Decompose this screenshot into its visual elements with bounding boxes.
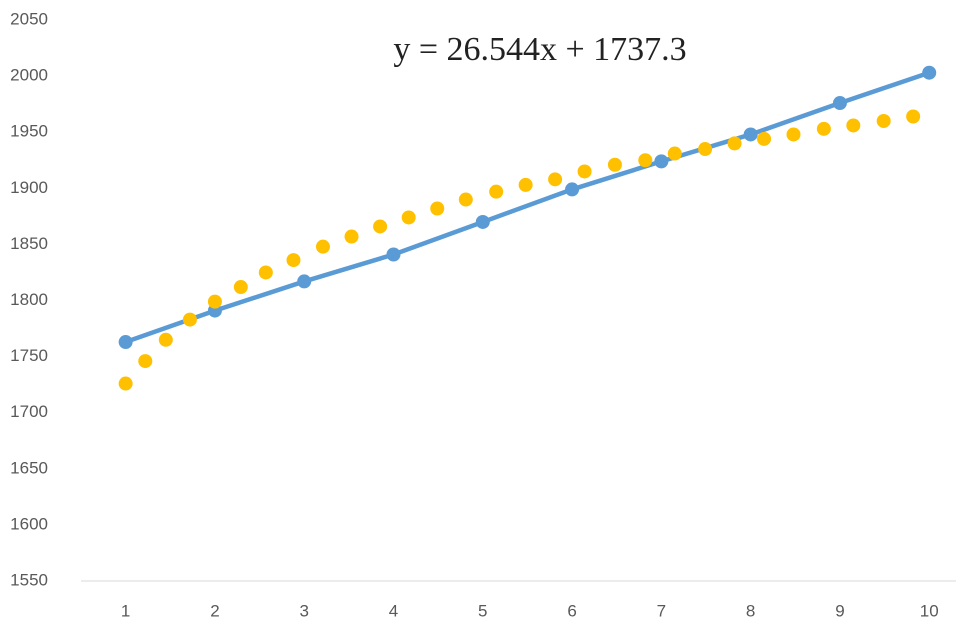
data-point <box>297 274 312 289</box>
data-point <box>876 113 891 128</box>
y-tick-label: 1950 <box>10 122 48 141</box>
data-point <box>475 214 490 229</box>
data-point <box>138 354 153 369</box>
x-tick-label: 2 <box>210 601 219 620</box>
y-tick-label: 2050 <box>10 9 48 28</box>
x-tick-label: 9 <box>835 601 844 620</box>
data-point <box>233 280 248 295</box>
data-point <box>386 247 401 262</box>
data-point <box>607 157 622 172</box>
data-point <box>727 136 742 151</box>
data-point <box>832 96 847 111</box>
x-tick-label: 1 <box>121 601 130 620</box>
data-point <box>906 109 921 124</box>
y-tick-label: 1550 <box>10 570 48 589</box>
data-point <box>286 253 301 268</box>
x-tick-label: 6 <box>567 601 576 620</box>
x-tick-label: 4 <box>389 601 398 620</box>
data-point <box>548 172 563 187</box>
y-tick-label: 1600 <box>10 514 48 533</box>
x-tick-label: 3 <box>299 601 308 620</box>
y-tick-label: 1750 <box>10 346 48 365</box>
data-point <box>757 131 772 146</box>
data-point <box>118 335 133 350</box>
data-point <box>518 177 533 192</box>
data-point <box>743 127 758 142</box>
x-tick-label: 5 <box>478 601 487 620</box>
data-point <box>489 184 504 199</box>
y-tick-label: 1650 <box>10 458 48 477</box>
data-point <box>577 164 592 179</box>
data-point <box>401 210 416 225</box>
data-point <box>816 121 831 136</box>
x-tick-label: 10 <box>920 601 939 620</box>
data-point <box>638 153 653 168</box>
y-tick-label: 2000 <box>10 66 48 85</box>
data-point <box>458 192 473 207</box>
series-line <box>124 70 930 345</box>
data-point <box>786 127 801 142</box>
trendline-equation: y = 26.544x + 1737.3 <box>393 31 686 68</box>
data-point <box>430 201 445 216</box>
data-point <box>698 142 713 157</box>
data-point <box>667 146 682 161</box>
data-point <box>207 294 222 309</box>
y-tick-label: 1800 <box>10 290 48 309</box>
data-point <box>654 154 669 169</box>
data-point <box>846 118 861 133</box>
x-tick-label: 7 <box>657 601 666 620</box>
data-point <box>158 332 173 347</box>
data-point <box>373 219 388 234</box>
y-tick-label: 1900 <box>10 178 48 197</box>
data-point <box>315 239 330 254</box>
data-point <box>565 182 580 197</box>
data-point <box>182 312 197 327</box>
data-point <box>344 229 359 244</box>
y-tick-label: 1850 <box>10 234 48 253</box>
y-tick-label: 1700 <box>10 402 48 421</box>
data-point <box>922 65 937 80</box>
x-tick-label: 8 <box>746 601 755 620</box>
data-point <box>258 265 273 280</box>
data-point <box>118 376 133 391</box>
